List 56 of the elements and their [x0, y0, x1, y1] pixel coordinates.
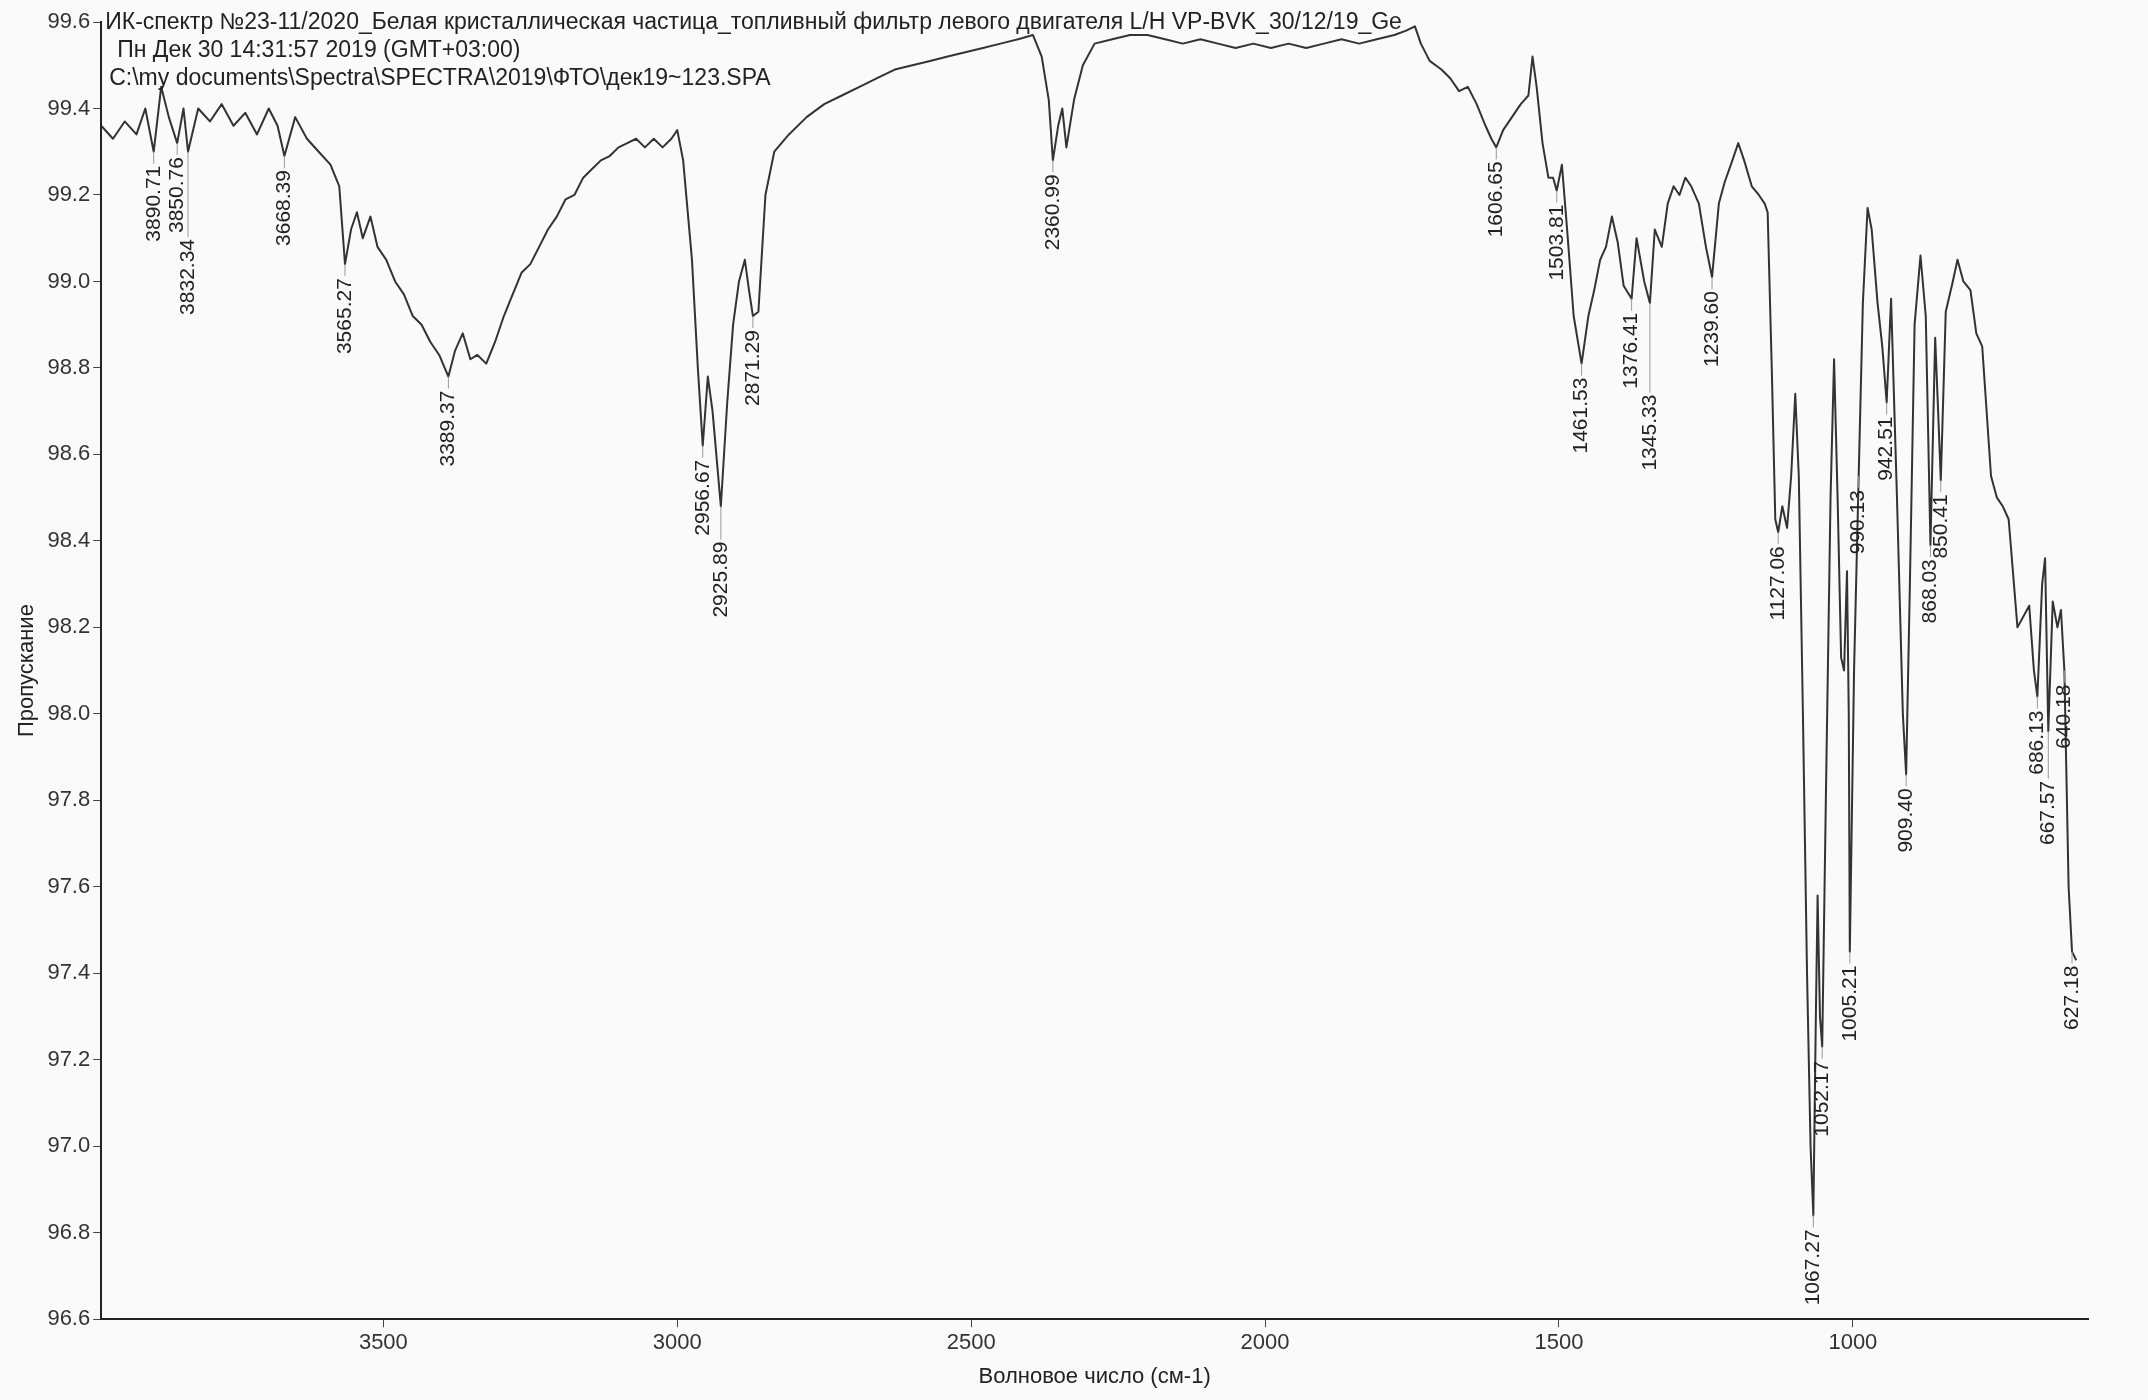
- annotation: C:\my documents\Spectra\SPECTRA\2019\ФТО\дек19~123.SPA: [109, 64, 771, 91]
- annotation: 990.13: [1845, 490, 1869, 555]
- x-tick-label: 1500: [1534, 1329, 1584, 1355]
- annotation: 1345.33: [1636, 394, 1660, 471]
- annotation: 3565.27: [331, 278, 355, 355]
- chart-title: ИК-спектр №23-11/2020_Белая кристаллическая частица_топливный фильтр левого двигателя L/H VP-BVK_30/12/19_Ge: [105, 8, 1402, 35]
- y-tick-label: 97.0: [47, 1132, 91, 1158]
- annotation: 1052.17: [1809, 1060, 1833, 1137]
- annotation: 640.18: [2051, 684, 2075, 749]
- text: Пн Дек 30 14:31:57 2019 (GMT+03:00): [117, 36, 521, 63]
- annotation: 3890.71: [140, 165, 164, 242]
- y-tick-label: 98.0: [47, 699, 91, 725]
- y-tick-label: 99.6: [47, 8, 91, 34]
- annotation: 627.18: [2058, 965, 2082, 1030]
- y-tick-label: 96.8: [47, 1218, 91, 1244]
- annotation: 1503.81: [1543, 204, 1567, 281]
- y-tick-label: 97.4: [47, 959, 91, 985]
- x-tick-label: 2000: [1240, 1329, 1290, 1355]
- annotation: 1067.27: [1800, 1229, 1824, 1306]
- annotation: 1005.21: [1836, 965, 1860, 1042]
- annotation: 1127.06: [1764, 546, 1788, 621]
- y-tick-label: 97.6: [47, 872, 91, 898]
- y-tick-label: 98.2: [47, 613, 91, 639]
- annotation: 667.57: [2035, 780, 2059, 846]
- y-tick-label: 97.8: [47, 786, 91, 812]
- y-tick-label: 98.8: [47, 353, 91, 379]
- x-tick-label: 3000: [652, 1329, 702, 1355]
- annotation: 2956.67: [689, 459, 713, 536]
- x-tick-label: 3500: [358, 1329, 408, 1355]
- annotation: 686.13: [2024, 710, 2048, 775]
- annotation: 942.51: [1873, 416, 1897, 481]
- annotation: 2925.89: [707, 541, 731, 618]
- x-tick-label: 2500: [946, 1329, 996, 1355]
- annotation: 868.03: [1917, 559, 1941, 624]
- annotation: 2871.29: [739, 330, 763, 406]
- y-axis-title: Пропускание: [13, 604, 39, 738]
- annotation: 909.40: [1892, 788, 1916, 853]
- annotation: 1461.53: [1568, 377, 1592, 454]
- annotation: 1606.65: [1483, 161, 1507, 238]
- annotation: 1239.60: [1698, 291, 1722, 368]
- y-tick-label: 98.6: [47, 440, 91, 466]
- y-tick-label: 99.0: [47, 267, 91, 293]
- annotation: 3850.76: [163, 157, 187, 233]
- annotation: 2360.99: [1039, 174, 1063, 251]
- x-axis-title: Волновое число (см-1): [978, 1362, 1211, 1388]
- y-tick-label: 99.2: [47, 181, 91, 207]
- annotation: 3668.39: [271, 170, 295, 246]
- y-tick-label: 97.2: [47, 1045, 91, 1071]
- y-tick-label: 99.4: [47, 94, 91, 120]
- annotation: 850.41: [1927, 494, 1951, 559]
- annotation: 1376.41: [1618, 312, 1642, 389]
- annotation: 3389.37: [435, 390, 459, 467]
- annotation: 3832.34: [174, 238, 198, 315]
- y-tick-label: 98.4: [47, 526, 91, 552]
- x-tick-label: 1000: [1828, 1329, 1878, 1355]
- y-tick-label: 96.6: [47, 1305, 91, 1331]
